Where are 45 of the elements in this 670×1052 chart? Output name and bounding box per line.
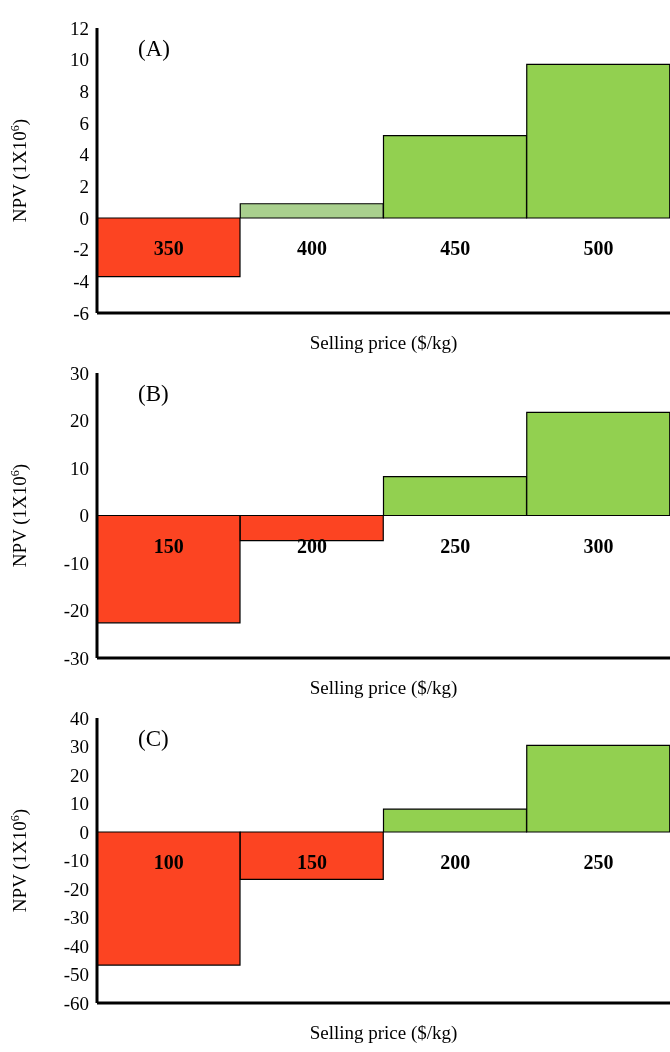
x-tick-label: 200 xyxy=(440,851,471,873)
annotation: (A) xyxy=(138,36,170,62)
x-tick-label: 450 xyxy=(440,237,471,259)
y-tick-label: 6 xyxy=(79,112,89,134)
y-tick-label: 20 xyxy=(70,764,89,786)
y-tick-label: 0 xyxy=(79,821,89,843)
y-tick-label: -30 xyxy=(63,907,89,929)
x-tick-label: 500 xyxy=(583,237,614,259)
y-tick-label: 0 xyxy=(79,207,89,229)
y-tick-label: -40 xyxy=(63,935,89,957)
y-tick-label: 30 xyxy=(70,736,89,758)
y-tick-label: 12 xyxy=(70,17,89,39)
y-tick-label: 0 xyxy=(79,505,89,527)
y-tick-label: -2 xyxy=(73,239,89,261)
y-tick-label: -10 xyxy=(63,850,89,872)
annotation: (C) xyxy=(138,726,169,752)
x-tick-label: 350 xyxy=(153,237,184,259)
y-tick-label: -10 xyxy=(63,552,89,574)
y-tick-label: -50 xyxy=(63,964,89,986)
y-tick-label: -4 xyxy=(73,271,90,293)
x-tick-label: 300 xyxy=(583,534,614,557)
x-axis-title: Selling price ($/kg) xyxy=(309,332,458,354)
x-tick-label: 250 xyxy=(440,534,471,557)
y-tick-label: 20 xyxy=(70,410,89,432)
x-tick-label: 250 xyxy=(583,851,614,873)
y-tick-label: -30 xyxy=(63,647,89,669)
y-tick-label: -20 xyxy=(63,878,89,900)
y-tick-label: 8 xyxy=(79,81,89,103)
annotation: (B) xyxy=(138,381,169,407)
y-tick-label: 10 xyxy=(70,457,89,479)
x-axis-title: Selling price ($/kg) xyxy=(309,1022,458,1044)
x-tick-label: 150 xyxy=(296,851,327,873)
y-tick-label: 40 xyxy=(70,707,89,729)
y-tick-label: 10 xyxy=(70,793,89,815)
x-tick-label: 150 xyxy=(153,534,184,557)
y-tick-label: -6 xyxy=(73,302,89,324)
y-tick-label: -20 xyxy=(63,600,89,622)
y-tick-label: 10 xyxy=(70,49,89,71)
x-tick-label: 100 xyxy=(153,851,184,873)
y-tick-label: 4 xyxy=(79,144,90,166)
y-tick-label: 30 xyxy=(70,362,89,384)
x-axis-title: Selling price ($/kg) xyxy=(309,677,458,699)
x-tick-label: 400 xyxy=(296,237,327,259)
y-tick-label: 2 xyxy=(79,176,89,198)
y-tick-label: -60 xyxy=(63,992,89,1014)
